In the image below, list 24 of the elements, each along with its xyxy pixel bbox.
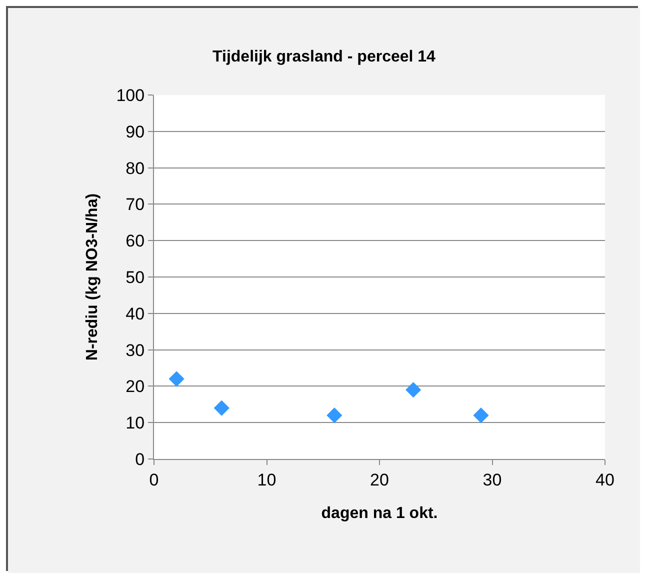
y-tick-label: 70 [126, 195, 145, 214]
y-axis-title: N-rediu (kg NO3-N/ha) [84, 193, 102, 361]
chart-title: Tijdelijk grasland - perceel 14 [212, 48, 436, 66]
y-tick-label: 90 [126, 122, 145, 142]
y-tick-label: 20 [126, 377, 145, 396]
x-tick-label: 40 [596, 470, 614, 490]
x-axis-title: dagen na 1 okt. [321, 505, 438, 522]
x-tick-label: 0 [149, 470, 159, 490]
point [326, 408, 342, 424]
point [214, 400, 230, 416]
y-tick-label: 50 [126, 268, 145, 287]
y-tick-label: 40 [126, 304, 145, 324]
x-tick-label: 10 [257, 470, 276, 490]
y-tick-label: 10 [126, 414, 145, 433]
y-tick-label: 60 [126, 232, 145, 251]
y-tick-label: 30 [126, 340, 145, 360]
point [168, 371, 184, 387]
point [406, 382, 422, 398]
point [473, 408, 489, 424]
x-tick-label: 20 [370, 470, 389, 490]
y-tick-label: 0 [135, 450, 145, 469]
x-tick-label: 30 [482, 470, 502, 490]
y-tick-label: 100 [116, 86, 145, 105]
y-tick-label: 80 [126, 158, 145, 178]
